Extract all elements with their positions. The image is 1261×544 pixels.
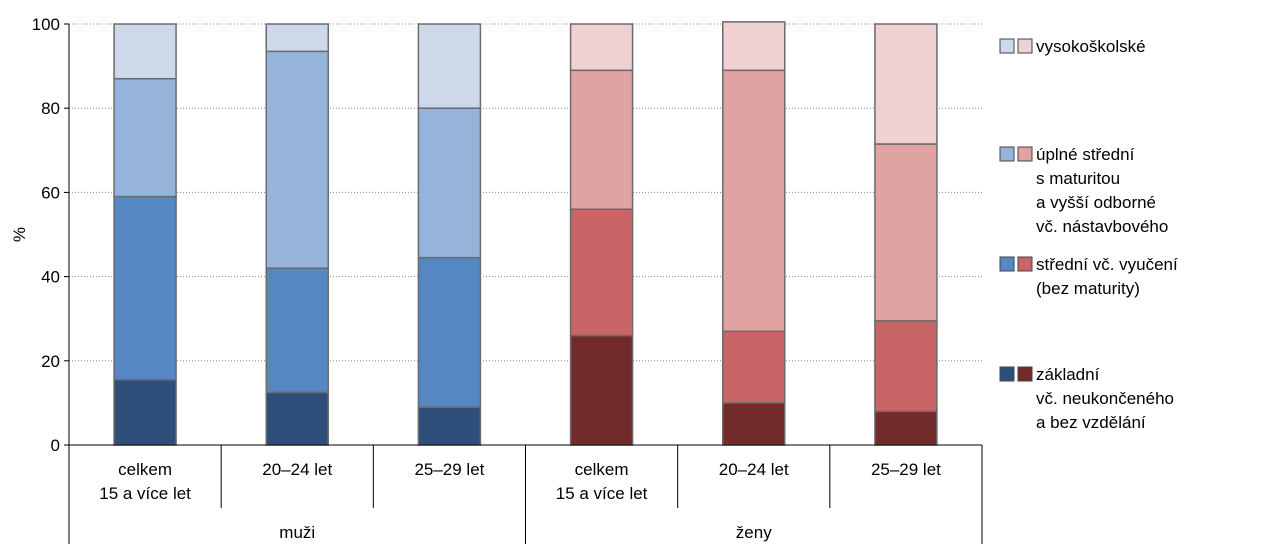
y-tick-label: 80 (41, 99, 60, 118)
bar-segment-zakladni (569, 334, 634, 446)
legend-label: úplné střední (1036, 145, 1135, 164)
bar-segment-zakladni (417, 406, 482, 446)
legend-label: s maturitou (1036, 169, 1120, 188)
bar-segment-zakladni (113, 378, 177, 446)
legend-swatch-women-stredni_vyuceni (1017, 256, 1033, 272)
bar-segment-uplne_stredni (113, 77, 177, 198)
category-label: 20–24 let (262, 460, 332, 479)
bar-segment-zakladni (265, 391, 329, 446)
group-labels: muži ženy (279, 523, 772, 542)
category-label: 25–29 let (414, 460, 484, 479)
legend-label: základní (1036, 365, 1100, 384)
bar-segment-vysokoskolske (265, 23, 329, 53)
bar-segment-stredni_vyuceni (874, 320, 938, 413)
bar-segment-stredni_vyuceni (569, 208, 634, 337)
y-tick-label: 60 (41, 183, 60, 202)
bars (113, 21, 938, 446)
legend-swatch-men-uplne_stredni (999, 146, 1015, 162)
category-label: celkem (575, 460, 629, 479)
gridlines (69, 23, 982, 362)
bar-segment-vysokoskolske (113, 23, 177, 80)
legend-label: a bez vzdělání (1036, 413, 1146, 432)
group-label: muži (279, 523, 315, 542)
group-label: ženy (736, 523, 772, 542)
bar-segment-uplne_stredni (722, 69, 786, 333)
axes (64, 23, 983, 544)
bar-segment-uplne_stredni (265, 50, 329, 269)
bar-segment-uplne_stredni (417, 107, 482, 259)
category-label: 20–24 let (719, 460, 789, 479)
legend-label: vysokoškolské (1036, 37, 1146, 56)
bar-segment-zakladni (722, 402, 786, 446)
y-tick-label: 20 (41, 352, 60, 371)
legend-swatch-men-zakladni (999, 366, 1015, 382)
legend-swatch-men-vysokoskolske (999, 38, 1015, 54)
bar-segment-vysokoskolske (417, 23, 482, 109)
y-tick-labels: 0 20 40 60 80 100 (32, 15, 60, 455)
legend-swatch-women-zakladni (1017, 366, 1033, 382)
legend: vysokoškolské úplné střední s maturitou a v… (999, 37, 1178, 432)
bar-segment-stredni_vyuceni (265, 267, 329, 394)
y-tick-label: 0 (51, 436, 60, 455)
category-label: 15 a více let (556, 484, 648, 503)
legend-label: (bez maturity) (1036, 279, 1140, 298)
legend-swatch-women-uplne_stredni (1017, 146, 1033, 162)
category-labels: celkem 15 a více let 20–24 let 25–29 let cel… (99, 460, 941, 503)
bar-segment-vysokoskolske (569, 23, 634, 72)
legend-label: a vyšší odborné (1036, 193, 1156, 212)
bar-segment-stredni_vyuceni (113, 195, 177, 381)
bar-segment-vysokoskolske (874, 23, 938, 145)
category-label: 25–29 let (871, 460, 941, 479)
y-tick-label: 100 (32, 15, 60, 34)
bar-segment-vysokoskolske (722, 21, 786, 72)
legend-label: střední vč. vyučení (1036, 255, 1178, 274)
legend-swatch-men-stredni_vyuceni (999, 256, 1015, 272)
bar-segment-uplne_stredni (569, 69, 634, 210)
category-label: celkem (118, 460, 172, 479)
bar-segment-uplne_stredni (874, 143, 938, 322)
y-tick-label: 40 (41, 268, 60, 287)
bar-segment-stredni_vyuceni (417, 256, 482, 408)
legend-swatch-women-vysokoskolske (1017, 38, 1033, 54)
legend-label: vč. neukončeného (1036, 389, 1174, 408)
bar-segment-zakladni (874, 410, 938, 446)
legend-label: vč. nástavbového (1036, 217, 1168, 236)
bar-segment-stredni_vyuceni (722, 330, 786, 404)
category-label: 15 a více let (99, 484, 191, 503)
y-axis-label: % (10, 227, 29, 242)
